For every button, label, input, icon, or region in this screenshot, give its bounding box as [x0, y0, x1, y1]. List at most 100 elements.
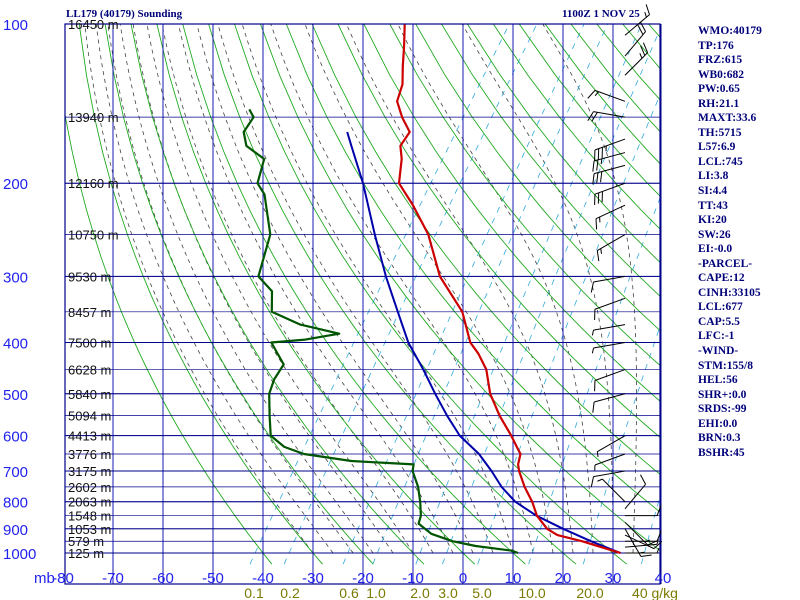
index-item: SI:4.4 — [698, 185, 728, 198]
index-item: BRN:0.3 — [698, 432, 741, 445]
mixing-ratio-line — [528, 197, 660, 565]
wind-barb — [594, 453, 626, 466]
height-label: 2602 m — [68, 480, 111, 495]
index-item: FRZ:615 — [698, 54, 743, 67]
indices-panel: WMO:40179 TP:176 FRZ:615 WB0:682 PW:0.65 RH:2… — [698, 24, 798, 460]
height-label: 10750 m — [68, 228, 119, 243]
wind-barb-half — [656, 539, 659, 545]
height-label: 16450 m — [68, 17, 119, 32]
height-label: 2063 m — [68, 495, 111, 510]
wind-barb — [593, 111, 626, 118]
wind-barb — [624, 483, 646, 510]
wind-barb-flag — [590, 281, 594, 293]
dewpoint-line — [242, 108, 519, 555]
wind-barb — [594, 182, 626, 195]
wind-barb-half — [639, 53, 643, 59]
pressure-label: 600 — [3, 429, 28, 446]
pressure-label: 400 — [3, 335, 28, 352]
index-item: SRDS:-99 — [698, 403, 747, 416]
chart-datetime: 1100Z 1 NOV 25 — [562, 8, 640, 20]
wind-barb-flag — [592, 173, 595, 185]
pressure-label: 800 — [3, 495, 28, 512]
wind-barb-half — [597, 478, 603, 482]
index-item: EI:-0.0 — [698, 243, 733, 256]
mixing-ratio-label: 0.2 — [280, 585, 300, 600]
temperature-label: 30 — [605, 570, 622, 587]
dry-adiabat — [415, 24, 660, 332]
moist-adiabat — [119, 24, 374, 554]
index-item: CAPE:12 — [698, 272, 745, 285]
wind-barb — [624, 528, 642, 557]
height-label: 3776 m — [68, 447, 111, 462]
moist-adiabat — [346, 24, 574, 554]
mixing-ratio-line — [342, 24, 585, 565]
temperature-label: -50 — [202, 570, 224, 587]
moist-adiabat — [196, 24, 474, 554]
wind-barb-flag — [596, 172, 599, 184]
wind-barb-flag — [596, 250, 600, 262]
wind-barb — [624, 52, 648, 76]
index-item: PW:0.65 — [698, 83, 740, 96]
temperature-label: -60 — [152, 570, 174, 587]
moist-adiabat — [397, 24, 594, 553]
wind-barb-half — [591, 330, 594, 336]
mixing-ratio-label: 0.6 — [339, 585, 359, 600]
dry-adiabat — [182, 24, 526, 565]
mixing-ratio-label: 5.0 — [472, 585, 492, 600]
wind-barb-flag — [600, 171, 603, 183]
dry-adiabat — [441, 24, 660, 297]
height-label: 5094 m — [68, 409, 111, 424]
wind-barb-flag — [647, 540, 658, 546]
wind-barb — [602, 478, 626, 503]
temperature-label: 10 — [505, 570, 522, 587]
wind-barbs — [587, 4, 663, 584]
wind-barb — [593, 393, 626, 403]
moist-adiabat — [217, 24, 494, 554]
height-label: 579 m — [68, 534, 104, 549]
mixing-ratio-label: 1.0 — [366, 585, 386, 600]
temperature-label: 0 — [459, 570, 467, 587]
wind-barb — [594, 89, 626, 102]
wind-barb-flag — [587, 90, 596, 99]
temperature-label: 20 — [555, 570, 572, 587]
height-label: 13940 m — [68, 110, 119, 125]
wind-barb — [593, 152, 626, 162]
wind-barb-flag — [656, 505, 662, 516]
wind-barb-flag — [640, 474, 647, 485]
mixing-ratio-line — [477, 93, 660, 565]
wind-barb-half — [644, 11, 647, 18]
index-item: -WIND- — [698, 345, 739, 358]
temperature-label: -70 — [102, 570, 124, 587]
index-item: STM:155/8 — [698, 359, 753, 372]
dry-adiabat — [337, 24, 660, 438]
dry-adiabat — [234, 24, 628, 565]
temperature-label: -40 — [252, 570, 274, 587]
index-item: HEL:56 — [698, 374, 738, 387]
dry-adiabat — [311, 24, 660, 475]
wind-barb — [624, 31, 646, 57]
dry-adiabat — [156, 24, 476, 565]
index-item: EHI:0.0 — [698, 417, 738, 430]
pressure-label: 1000 — [3, 546, 36, 563]
mixing-ratio-label: 0.1 — [244, 585, 264, 600]
dry-adiabat — [285, 24, 660, 513]
wind-barb-half — [596, 451, 599, 458]
mixing-ratio-line — [582, 325, 660, 565]
wind-barb — [624, 543, 657, 548]
moist-adiabat — [178, 24, 454, 554]
height-label: 5840 m — [68, 387, 111, 402]
wind-barb-flag — [587, 111, 594, 122]
wind-barb — [593, 341, 626, 349]
index-item: SHR+:0.0 — [698, 388, 747, 401]
wind-barb — [593, 275, 626, 283]
index-item: KI:20 — [698, 214, 727, 227]
wind-barb-flag — [596, 159, 599, 171]
mixing-ratio-line — [249, 24, 510, 565]
dry-adiabat — [130, 24, 425, 565]
index-item: BSHR:45 — [698, 446, 745, 459]
dry-adiabat — [363, 24, 660, 402]
wind-barb-half — [600, 158, 603, 165]
mixing-ratio-label: 10.0 — [518, 585, 545, 600]
wind-barb-half — [638, 551, 645, 554]
